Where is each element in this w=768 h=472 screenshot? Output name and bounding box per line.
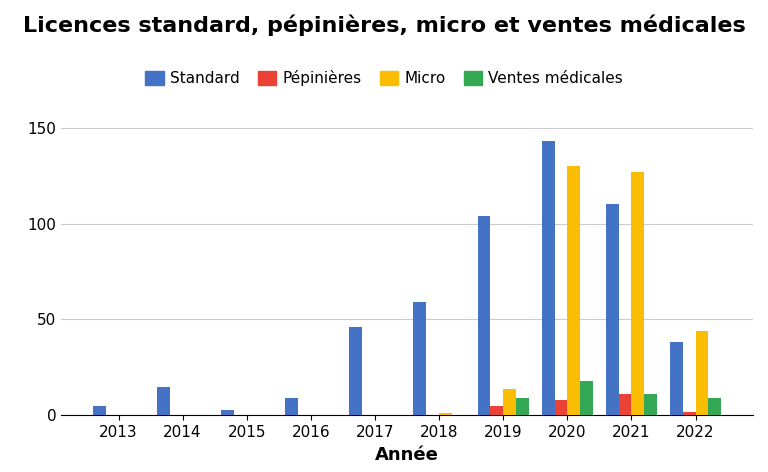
Bar bbox=[516, 398, 529, 415]
Bar bbox=[696, 331, 708, 415]
Bar bbox=[631, 172, 644, 415]
Bar bbox=[554, 400, 568, 415]
X-axis label: Année: Année bbox=[375, 446, 439, 464]
Legend: Standard, Pépinières, Micro, Ventes médicales: Standard, Pépinières, Micro, Ventes médi… bbox=[139, 64, 629, 93]
Bar bbox=[644, 394, 657, 415]
Bar bbox=[491, 406, 503, 415]
Bar bbox=[503, 388, 516, 415]
Bar bbox=[221, 410, 234, 415]
Bar bbox=[285, 398, 298, 415]
Bar bbox=[568, 166, 580, 415]
Bar bbox=[541, 141, 554, 415]
Bar bbox=[93, 406, 106, 415]
Bar bbox=[580, 381, 593, 415]
Bar bbox=[478, 216, 491, 415]
Bar bbox=[683, 412, 696, 415]
Bar bbox=[606, 204, 619, 415]
Bar bbox=[413, 302, 426, 415]
Text: Licences standard, pépinières, micro et ventes médicales: Licences standard, pépinières, micro et … bbox=[22, 14, 746, 36]
Bar bbox=[439, 413, 452, 415]
Bar bbox=[349, 327, 362, 415]
Bar bbox=[708, 398, 721, 415]
Bar bbox=[157, 387, 170, 415]
Bar bbox=[619, 394, 631, 415]
Bar bbox=[670, 343, 683, 415]
